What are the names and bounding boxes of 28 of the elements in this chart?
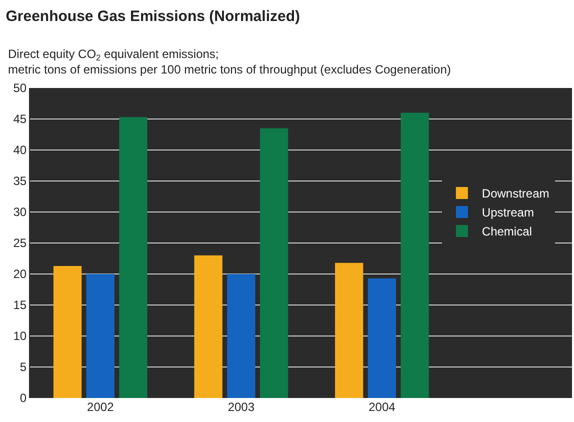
x-tick-label: 2002 (87, 400, 114, 414)
y-tick-label: 50 (13, 81, 27, 96)
y-tick-label: 10 (13, 329, 27, 344)
legend-label: Chemical (482, 224, 532, 239)
bar (53, 266, 82, 398)
chart-subtitle: Direct equity CO$_{2}$ equivalent emissions; metric tons of emissions per 100 metric tons of throughput (excludes Cogeneration) (8, 47, 451, 77)
y-tick-label: 0 (20, 391, 27, 406)
y-tick-label: 30 (13, 205, 27, 220)
x-tick-label: 2004 (368, 400, 396, 414)
y-tick-label: 15 (13, 298, 27, 312)
bar (335, 262, 364, 398)
y-tick-label: 35 (13, 174, 27, 188)
x-tick-label: 2003 (228, 400, 255, 414)
y-tick-label: 25 (13, 236, 27, 250)
bar (194, 255, 222, 398)
y-tick-label: 40 (13, 143, 27, 158)
legend-label: Downstream (482, 186, 550, 201)
y-tick-label: 20 (13, 267, 27, 282)
bar (119, 117, 148, 398)
y-tick-label: 45 (13, 112, 27, 126)
bar (368, 278, 396, 398)
chart-title: Greenhouse Gas Emissions (Normalized) (6, 8, 300, 26)
bar (400, 112, 429, 398)
y-tick-label: 5 (20, 360, 27, 374)
legend-label: Upstream (482, 206, 534, 220)
bar (260, 128, 288, 398)
bar (86, 274, 114, 398)
bar (227, 274, 256, 398)
